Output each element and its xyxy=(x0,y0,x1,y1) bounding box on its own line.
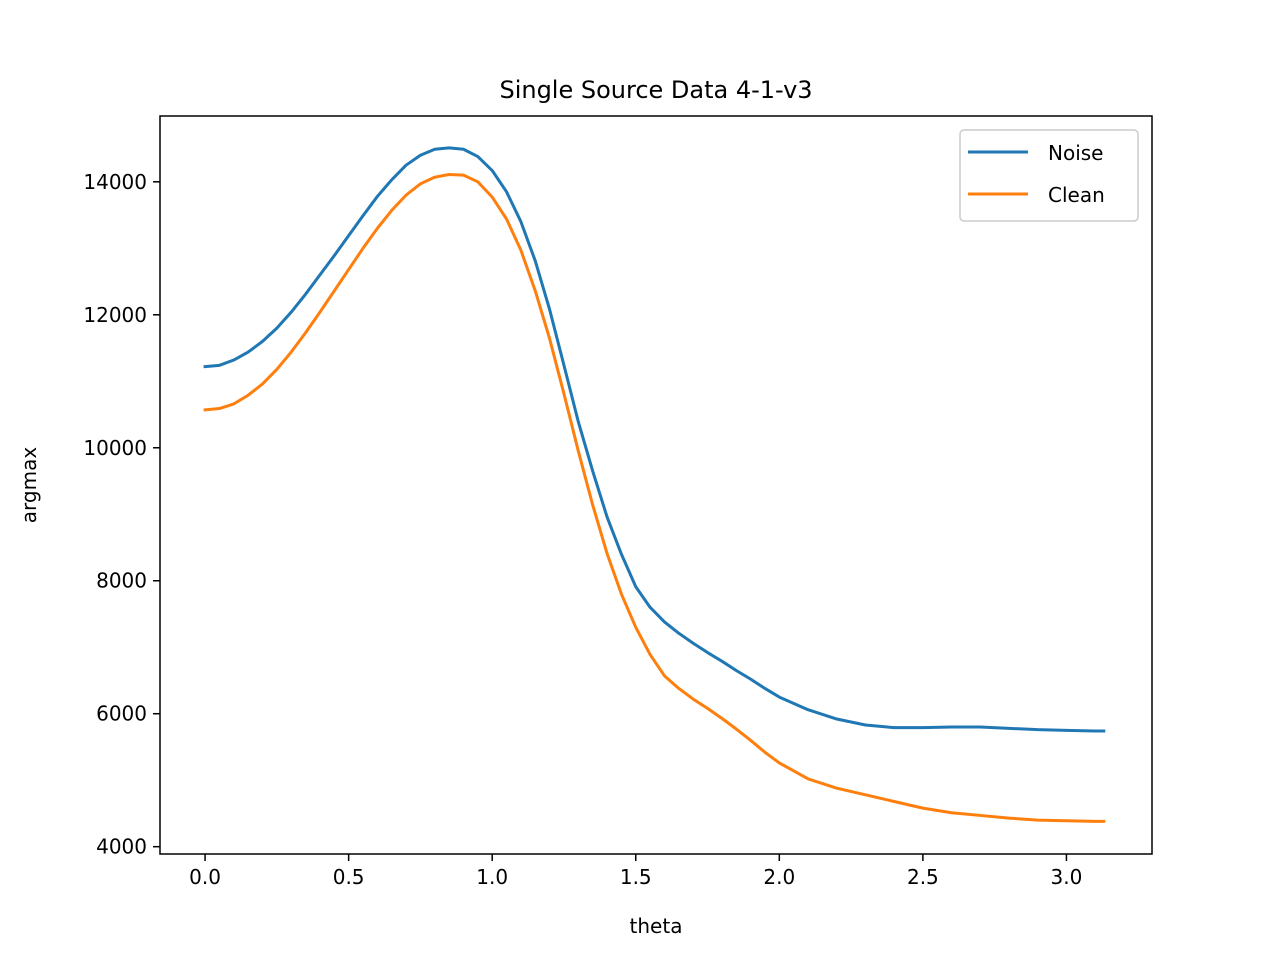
x-tick-label: 1.0 xyxy=(476,865,508,889)
legend-label-clean: Clean xyxy=(1048,183,1105,207)
x-tick-label: 3.0 xyxy=(1051,865,1083,889)
chart-title: Single Source Data 4-1-v3 xyxy=(499,76,812,104)
series-line-noise xyxy=(203,146,1106,733)
y-tick-label: 8000 xyxy=(96,569,147,593)
y-tick-label: 14000 xyxy=(83,170,147,194)
y-tick-label: 6000 xyxy=(96,702,147,726)
plot-frame xyxy=(159,115,1153,855)
y-tick-label: 4000 xyxy=(96,835,147,859)
x-tick-label: 2.5 xyxy=(907,865,939,889)
y-tick-label: 10000 xyxy=(83,436,147,460)
legend: Noise Clean xyxy=(959,129,1139,222)
x-tick-label: 1.5 xyxy=(620,865,652,889)
x-axis-label: theta xyxy=(630,914,683,938)
legend-label-noise: Noise xyxy=(1048,141,1103,165)
series-line-clean xyxy=(203,173,1106,823)
plot-area xyxy=(203,146,1106,823)
y-axis: 4000 6000 8000 10000 12000 14000 xyxy=(83,170,160,859)
y-tick-label: 12000 xyxy=(83,303,147,327)
x-axis: 0.0 0.5 1.0 1.5 2.0 2.5 3.0 xyxy=(189,854,1082,889)
y-axis-label: argmax xyxy=(17,447,41,524)
x-tick-label: 0.5 xyxy=(333,865,365,889)
x-tick-label: 2.0 xyxy=(763,865,795,889)
x-tick-label: 0.0 xyxy=(189,865,221,889)
